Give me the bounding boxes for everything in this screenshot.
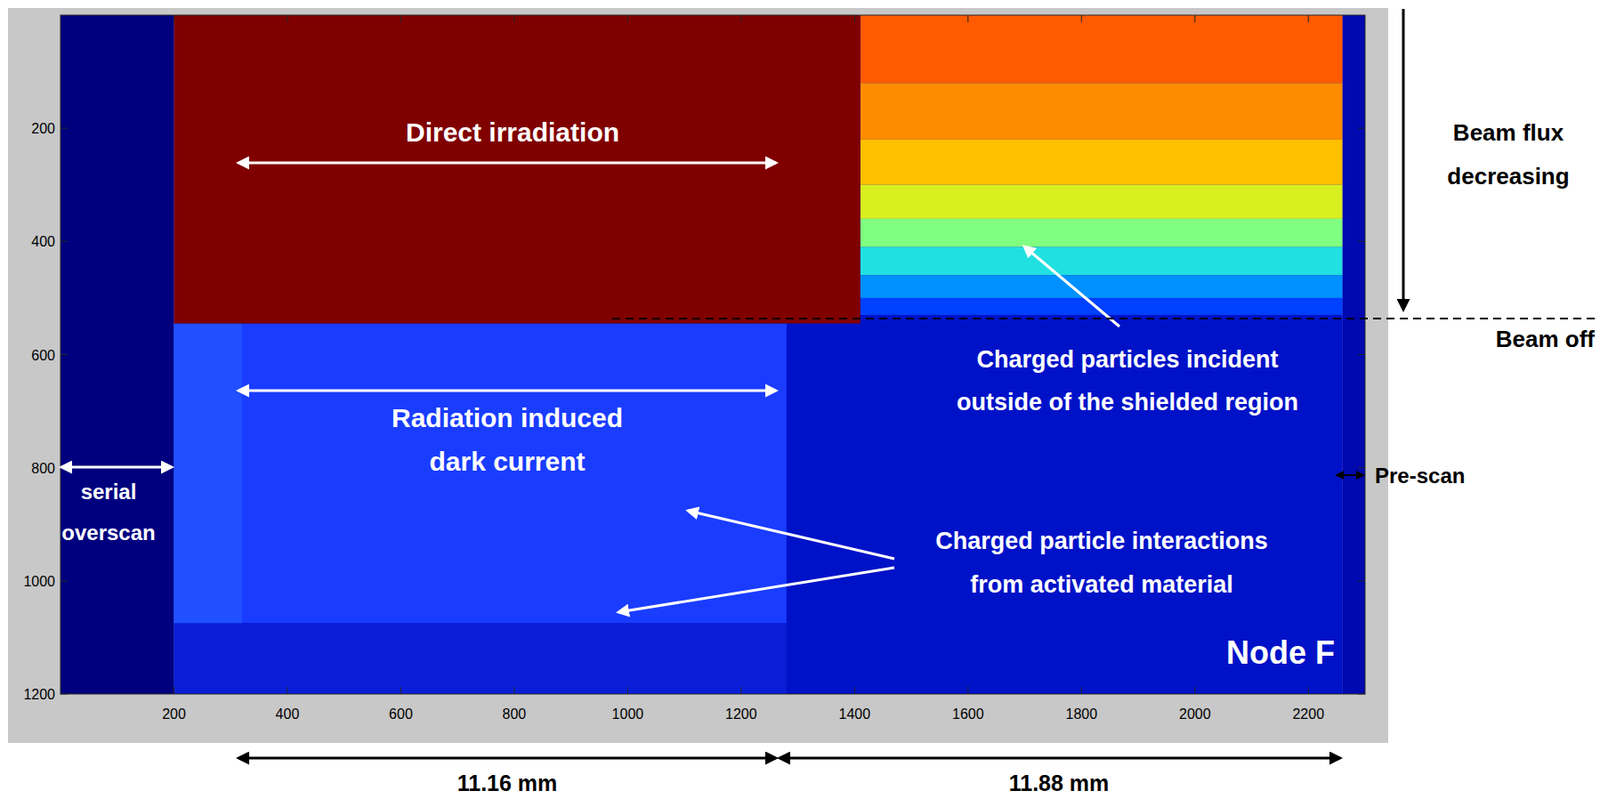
annotation: Pre-scan — [1374, 463, 1465, 488]
heatmap-region — [860, 274, 1343, 298]
figure: 200 400 600 800 1000 1200 1400 1600 1800 2000 2200… — [0, 0, 1600, 799]
y-tick — [60, 694, 68, 695]
x-tick — [1081, 15, 1083, 23]
heatmap-region — [860, 139, 1343, 186]
x-tick-label: 1000 — [612, 706, 645, 722]
x-tick — [740, 686, 742, 695]
heatmap-regions — [60, 15, 1366, 695]
x-tick — [173, 15, 175, 23]
beam-off-line — [612, 317, 1597, 320]
annotation: Beam flux — [1453, 119, 1565, 146]
annotation: Node F — [1226, 634, 1335, 671]
x-tick — [854, 15, 856, 23]
heatmap-region — [173, 323, 242, 624]
x-tick — [1308, 15, 1310, 23]
x-tick — [513, 15, 515, 23]
x-tick — [854, 686, 856, 695]
y-tick — [60, 241, 68, 243]
y-tick-label: 800 — [31, 460, 56, 477]
x-tick — [740, 15, 742, 23]
heatmap-region — [860, 247, 1343, 276]
x-tick — [1081, 686, 1083, 695]
plot-frame — [60, 15, 1366, 695]
annotation: Charged particle interactions — [935, 527, 1269, 555]
y-tick — [1357, 241, 1366, 243]
x-tick-label: 200 — [161, 706, 186, 722]
y-tick — [60, 580, 68, 582]
annotation-arrow — [1024, 246, 1120, 327]
annotation: 11.88 mm — [1009, 770, 1110, 796]
annotation: 11.16 mm — [457, 770, 558, 796]
x-tick — [286, 686, 288, 695]
x-tick — [1308, 686, 1310, 695]
annotation-arrow — [61, 466, 172, 469]
y-tick — [1357, 128, 1366, 130]
annotation-arrow — [1336, 474, 1364, 477]
x-tick — [627, 15, 629, 23]
x-tick — [286, 15, 288, 23]
x-tick-label: 1400 — [839, 706, 872, 722]
annotation: outside of the shielded region — [956, 388, 1299, 416]
heatmap-region — [860, 82, 1343, 140]
x-tick — [513, 686, 515, 695]
y-tick — [1357, 354, 1366, 356]
x-tick — [400, 15, 402, 23]
x-tick — [1194, 686, 1196, 695]
annotation-arrow — [238, 389, 776, 393]
y-tick-label: 200 — [31, 121, 56, 137]
x-tick-label: 1600 — [952, 706, 985, 722]
figure-frame — [8, 8, 1389, 744]
heatmap-region — [1342, 15, 1366, 695]
heatmap-region — [860, 185, 1343, 219]
heatmap-region — [173, 15, 860, 324]
heatmap-region — [860, 15, 1343, 83]
x-tick-label: 2200 — [1292, 706, 1325, 722]
y-tick — [60, 128, 68, 130]
x-tick-label: 1200 — [725, 706, 758, 722]
annotation: Direct irradiation — [405, 117, 620, 147]
y-tick — [1357, 467, 1366, 469]
annotation-arrow — [238, 757, 776, 760]
y-tick-label: 600 — [31, 347, 56, 364]
heatmap-region — [173, 623, 786, 695]
annotation-arrow — [687, 510, 895, 559]
heatmap-region — [173, 15, 1342, 695]
annotation-arrow — [618, 567, 895, 613]
x-tick — [173, 686, 175, 695]
y-tick-label: 1200 — [23, 686, 56, 703]
x-tick — [967, 686, 969, 695]
heatmap-region — [173, 323, 786, 624]
annotation: decreasing — [1446, 162, 1569, 190]
annotation: overscan — [61, 520, 155, 545]
annotation: Beam off — [1495, 325, 1596, 353]
annotation: from activated material — [969, 571, 1234, 598]
y-tick-label: 400 — [31, 234, 56, 250]
heatmap-region — [60, 15, 174, 695]
x-tick-label: 1800 — [1066, 706, 1099, 722]
annotation-arrow — [1402, 8, 1406, 310]
x-tick-label: 600 — [388, 706, 413, 722]
x-tick — [967, 15, 969, 23]
y-tick-label: 1000 — [23, 573, 56, 590]
heatmap-region — [860, 218, 1343, 248]
x-tick-label: 2000 — [1179, 706, 1212, 722]
x-tick — [627, 686, 629, 695]
x-tick — [400, 686, 402, 695]
annotation: Charged particles incident — [976, 346, 1278, 373]
annotation: Radiation induced — [391, 403, 623, 433]
annotation-arrow — [238, 161, 776, 165]
x-tick — [1194, 15, 1196, 23]
annotation-arrow — [779, 757, 1341, 760]
x-tick-label: 800 — [502, 706, 527, 722]
y-tick — [1357, 580, 1366, 582]
annotation: serial — [80, 479, 138, 504]
heatmap-region — [786, 315, 1343, 695]
x-tick-label: 400 — [275, 706, 300, 722]
annotation: dark current — [428, 446, 585, 477]
y-tick — [60, 354, 68, 356]
y-tick — [1357, 694, 1366, 695]
